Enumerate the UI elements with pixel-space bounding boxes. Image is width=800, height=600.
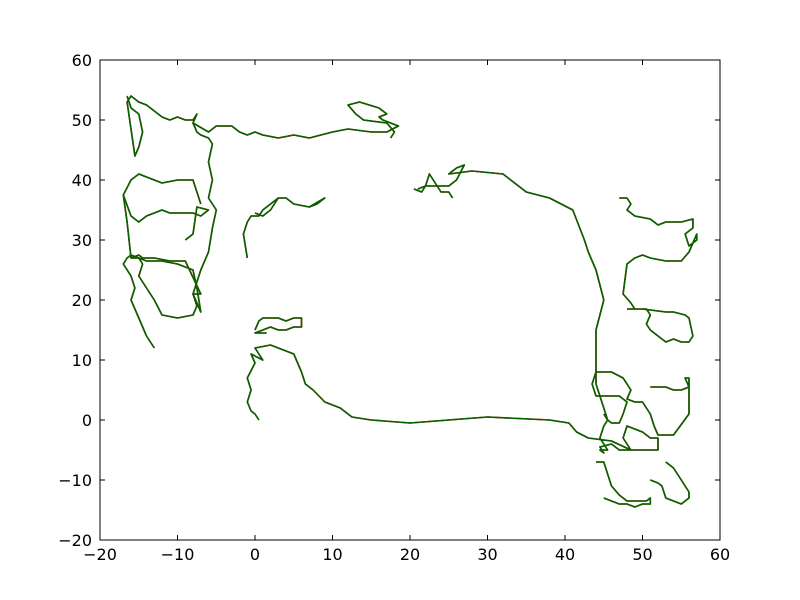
trajectory-line-1	[246, 164, 659, 454]
trajectory-line-21	[596, 461, 652, 508]
tick-layer: −20 −10 0 10 20 30 40 50 60 −20 −10 0 10 20 30 40 50 60	[58, 51, 730, 564]
trajectory-line-23	[650, 461, 690, 505]
x-tick-label: 40	[555, 545, 575, 564]
y-tick-label: −10	[58, 471, 92, 490]
trajectory-line-5	[122, 173, 202, 319]
trajectory-line-13	[242, 197, 326, 259]
y-tick-label: 20	[72, 291, 92, 310]
y-tick-label: 60	[72, 51, 92, 70]
trajectory-line-15	[417, 173, 454, 199]
x-tick-label: 20	[400, 545, 420, 564]
x-tick-label: 30	[477, 545, 497, 564]
trajectory-line-17	[619, 197, 698, 343]
y-tick-label: 10	[72, 351, 92, 370]
trajectory-line-9	[126, 95, 198, 157]
x-tick-label: 50	[632, 545, 652, 564]
y-tick-label: 30	[72, 231, 92, 250]
y-tick-label: 50	[72, 111, 92, 130]
axes-frame	[99, 59, 721, 541]
trajectory-line-11	[254, 317, 303, 334]
y-tick-label: 40	[72, 171, 92, 190]
x-tick-label: 0	[250, 545, 260, 564]
x-tick-label: 10	[322, 545, 342, 564]
trajectory-line-19	[591, 371, 690, 436]
y-tick-label: 0	[82, 411, 92, 430]
x-tick-label: −10	[161, 545, 195, 564]
plot-layer	[122, 95, 698, 508]
x-tick-label: 60	[710, 545, 730, 564]
y-tick-label: −20	[58, 531, 92, 550]
trajectory-line-7	[122, 194, 210, 241]
x-tick-label: −20	[83, 545, 117, 564]
